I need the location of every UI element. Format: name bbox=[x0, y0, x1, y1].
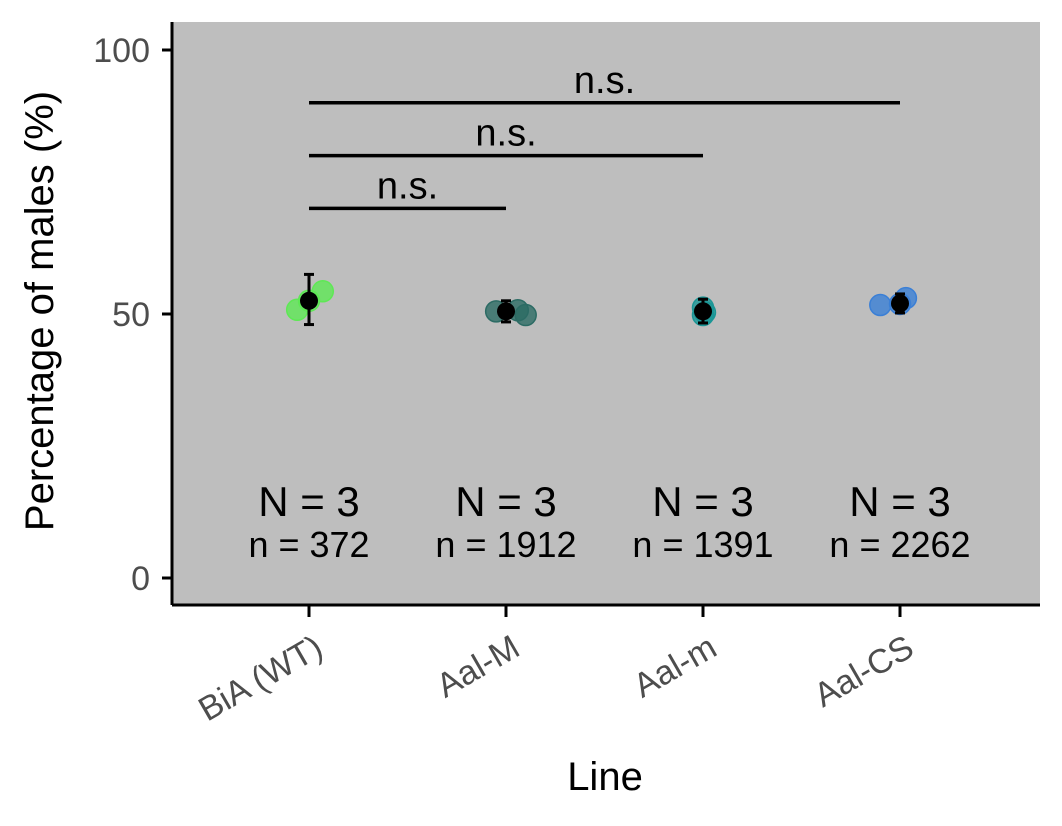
data-point bbox=[869, 293, 892, 317]
significance-brackets: n.s. n.s. n.s. bbox=[309, 60, 900, 211]
sample-count-label: n = 2262 bbox=[829, 524, 970, 565]
y-axis-title: Percentage of males (%) bbox=[18, 91, 62, 531]
data-point bbox=[514, 303, 537, 327]
sample-count-label: n = 1912 bbox=[435, 524, 576, 565]
comparison-label: n.s. bbox=[475, 113, 536, 155]
y-tick-label: 0 bbox=[131, 560, 150, 598]
mean-point bbox=[497, 302, 515, 321]
x-axis-title: Line bbox=[567, 755, 643, 799]
mean-point bbox=[300, 291, 318, 310]
comparison-label: n.s. bbox=[574, 60, 635, 102]
replicate-count-label: N = 3 bbox=[455, 478, 557, 525]
x-tick-label: BiA (WT) bbox=[192, 628, 329, 729]
sample-count-label: n = 1391 bbox=[632, 524, 773, 565]
x-tick-label: Aal-CS bbox=[808, 628, 920, 715]
replicate-count-label: N = 3 bbox=[849, 478, 951, 525]
comparison-label: n.s. bbox=[377, 165, 438, 207]
mean-point bbox=[891, 294, 909, 313]
replicate-count-label: N = 3 bbox=[258, 478, 360, 525]
mean-error-bars bbox=[300, 272, 909, 327]
x-tick-label: Aal-m bbox=[627, 628, 723, 705]
sample-count-label: n = 372 bbox=[248, 524, 369, 565]
y-tick-label: 50 bbox=[112, 296, 150, 334]
x-tick-label: Aal-M bbox=[430, 628, 526, 705]
mean-point bbox=[694, 302, 712, 321]
y-tick-label: 100 bbox=[93, 32, 150, 70]
replicate-count-label: N = 3 bbox=[652, 478, 754, 525]
